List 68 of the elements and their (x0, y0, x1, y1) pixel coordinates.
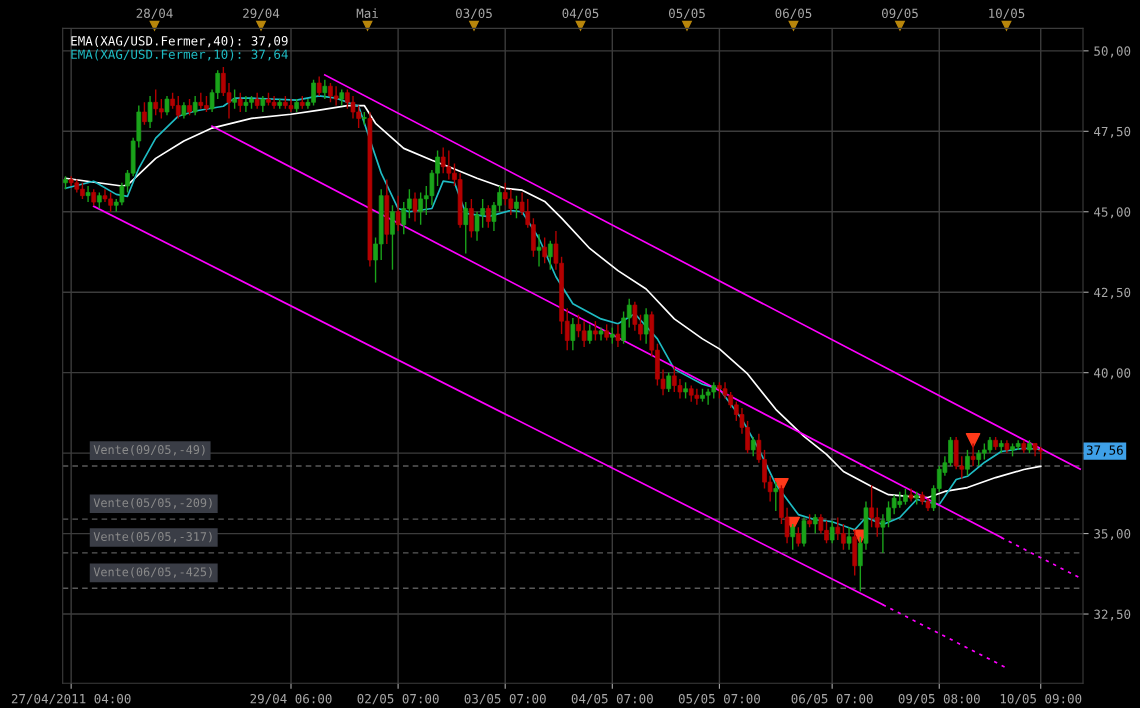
candlestick (542, 236, 547, 264)
text: 28/04 (136, 8, 173, 20)
point (965, 432, 981, 448)
y-tick-label: 47,50 (1094, 126, 1131, 138)
candlestick (593, 320, 598, 342)
y-tick-label: 50,00 (1094, 46, 1131, 58)
candlestick (812, 513, 818, 535)
candlestick (801, 516, 807, 548)
text: 09/05 (881, 8, 918, 20)
text: 03/05 (456, 8, 492, 20)
y-tick-label: 35,00 (1094, 529, 1131, 541)
y-tick-label: 42,50 (1094, 287, 1131, 299)
text: 29/04 (243, 8, 280, 20)
candlestick (463, 201, 469, 255)
text: 05/05 (669, 8, 705, 20)
candlestick (829, 520, 835, 544)
candlestick (322, 79, 328, 100)
y-tick-label: 45,00 (1094, 207, 1131, 219)
candlestick (750, 436, 756, 458)
candlestick (587, 323, 593, 345)
text: 10/05 (989, 8, 1025, 20)
x-tick-label: 29/04 06:00 (250, 693, 332, 705)
candlestick (643, 307, 649, 345)
candlestick (316, 75, 322, 97)
candlestick (547, 240, 553, 271)
x-tick-label: 06/05 07:00 (791, 693, 873, 705)
text: EMA(XAG/USD.Fermer,10): 37,64 (71, 49, 288, 61)
candlestick (570, 317, 576, 351)
candlestick (147, 95, 153, 129)
candlestick (412, 191, 418, 223)
candlestick (773, 481, 779, 512)
x-tick-label: 02/05 07:00 (357, 693, 439, 705)
x-tick-label: 05/05 07:00 (678, 693, 760, 705)
candlestick (965, 449, 970, 477)
candlestick (192, 95, 198, 116)
candlestick (796, 526, 801, 548)
ref-line-label: Vente(05/05,-317) (93, 531, 212, 543)
candlestick (536, 233, 542, 268)
text: 37,56 (1086, 445, 1123, 457)
candlestick (485, 204, 491, 229)
x-tick-label: 27/04/2011 04:00 (11, 693, 131, 705)
candlestick (142, 101, 147, 126)
candlestick (390, 204, 395, 271)
text: 04/05 (562, 8, 599, 20)
ref-line-label: Vente(06/05,-425) (93, 567, 212, 578)
candlestick (164, 95, 170, 116)
candlestick (237, 91, 243, 113)
candlestick (970, 442, 976, 467)
x-tick-label: 10/05 09:00 (1000, 693, 1082, 705)
candlestick (666, 371, 671, 393)
ref-line-label: Vente(09/05,-49) (93, 444, 205, 456)
ref-line-label: Vente(05/05,-209) (93, 498, 212, 509)
candlestick (469, 198, 474, 239)
candlestick (615, 323, 621, 348)
text: EMA(XAG/USD.Fermer,40): 37,09 (71, 35, 288, 48)
text: 06/05 (775, 8, 812, 20)
x-tick-label: 09/05 08:00 (898, 693, 980, 705)
candlestick (790, 523, 796, 551)
text: Mai (356, 8, 378, 19)
candlestick (395, 194, 401, 232)
candlestick (232, 88, 237, 110)
x-tick-label: 04/05 07:00 (571, 693, 653, 705)
y-tick-label: 40,00 (1094, 368, 1131, 380)
candlestick (846, 526, 852, 551)
y-tick-label: 32,50 (1094, 609, 1131, 621)
candlestick (85, 185, 91, 203)
x-tick-label: 03/05 07:00 (464, 693, 546, 705)
candlestick (514, 194, 519, 219)
